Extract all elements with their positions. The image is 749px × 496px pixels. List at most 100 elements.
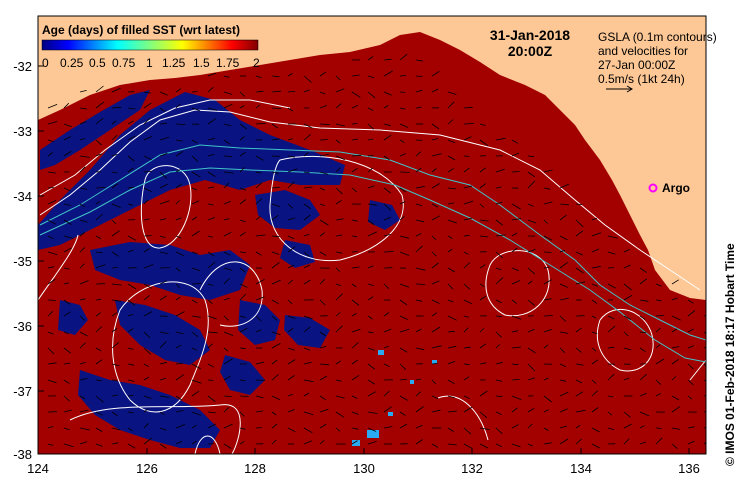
velocity-arrow <box>415 185 425 189</box>
velocity-arrow <box>47 347 55 355</box>
velocity-arrow <box>207 363 215 368</box>
velocity-arrow <box>127 411 134 414</box>
velocity-arrow <box>159 251 169 255</box>
velocity-arrow <box>607 235 618 239</box>
velocity-arrow <box>207 261 216 269</box>
velocity-arrow <box>383 283 390 289</box>
velocity-arrow <box>287 246 296 253</box>
velocity-arrow <box>79 107 88 110</box>
velocity-arrow <box>127 203 133 206</box>
velocity-arrow <box>399 139 405 144</box>
velocity-arrow <box>591 347 597 352</box>
velocity-arrow <box>399 201 406 205</box>
velocity-arrow <box>367 56 374 61</box>
velocity-arrow <box>223 347 229 352</box>
velocity-arrow <box>399 315 408 320</box>
velocity-arrow <box>655 283 662 287</box>
velocity-arrow <box>399 235 410 239</box>
velocity-arrow <box>319 153 330 157</box>
velocity-arrow <box>47 266 55 269</box>
velocity-arrow <box>415 233 422 237</box>
velocity-arrow <box>63 379 70 384</box>
velocity-arrow <box>239 167 245 173</box>
velocity-arrow <box>63 395 70 402</box>
velocity-arrow <box>271 262 280 269</box>
velocity-arrow <box>559 214 567 221</box>
velocity-arrow <box>623 438 630 445</box>
velocity-arrow <box>223 251 231 256</box>
velocity-arrow <box>511 232 518 237</box>
velocity-arrow <box>447 443 457 446</box>
velocity-arrow <box>63 311 71 317</box>
velocity-arrow <box>431 203 439 208</box>
velocity-arrow <box>639 441 647 445</box>
velocity-arrow <box>191 315 201 318</box>
velocity-arrow <box>463 123 474 125</box>
velocity-arrow <box>47 443 54 446</box>
velocity-arrow <box>703 427 706 429</box>
velocity-arrow <box>495 168 505 173</box>
velocity-arrow <box>63 443 74 448</box>
velocity-arrow <box>543 201 553 205</box>
velocity-arrow <box>223 155 232 158</box>
velocity-arrow <box>143 187 152 193</box>
velocity-arrow <box>207 186 215 189</box>
velocity-arrow <box>511 443 521 448</box>
velocity-arrow <box>415 283 426 285</box>
velocity-arrow <box>239 231 246 237</box>
velocity-arrow <box>367 75 375 79</box>
velocity-arrow <box>527 299 536 306</box>
velocity-arrow <box>367 441 377 445</box>
velocity-arrow <box>239 199 247 205</box>
velocity-arrow <box>415 89 423 93</box>
velocity-arrow <box>383 363 390 367</box>
velocity-arrow <box>303 347 311 351</box>
velocity-arrow <box>223 375 232 381</box>
velocity-arrow <box>271 315 278 321</box>
velocity-arrow <box>479 264 486 269</box>
velocity-arrow <box>95 264 106 269</box>
velocity-arrow <box>399 187 407 193</box>
velocity-arrow <box>479 328 485 333</box>
velocity-arrow <box>303 392 310 397</box>
velocity-arrow <box>639 331 646 334</box>
velocity-arrow <box>367 296 374 301</box>
velocity-arrow <box>319 203 325 206</box>
velocity-arrow <box>271 395 280 400</box>
velocity-arrow <box>175 296 181 301</box>
velocity-arrow <box>527 248 536 253</box>
velocity-arrow <box>191 347 197 351</box>
velocity-arrow <box>319 375 328 381</box>
velocity-arrow <box>591 331 598 335</box>
velocity-arrow <box>239 251 246 253</box>
velocity-arrow <box>191 299 198 304</box>
velocity-arrow <box>671 315 681 321</box>
velocity-arrow <box>287 427 296 433</box>
velocity-arrow <box>575 438 582 445</box>
velocity-arrow <box>703 379 706 382</box>
velocity-arrow <box>335 234 343 237</box>
velocity-arrow <box>607 325 616 333</box>
velocity-arrow <box>223 278 230 285</box>
velocity-arrow <box>559 391 569 397</box>
velocity-arrow <box>175 183 183 189</box>
velocity-arrow <box>207 137 215 141</box>
velocity-arrow <box>271 123 279 129</box>
velocity-arrow <box>287 235 295 240</box>
velocity-arrow <box>63 123 72 128</box>
velocity-arrow <box>143 423 149 429</box>
velocity-arrow <box>479 427 490 431</box>
velocity-arrow <box>495 299 502 304</box>
velocity-arrow <box>351 104 359 109</box>
velocity-arrow <box>367 347 375 351</box>
velocity-arrow <box>415 151 422 157</box>
velocity-arrow <box>95 213 103 221</box>
velocity-arrow <box>527 347 536 354</box>
velocity-arrow <box>127 443 136 449</box>
velocity-arrow <box>175 235 182 239</box>
velocity-arrow <box>335 167 341 173</box>
velocity-arrow <box>463 200 474 205</box>
velocity-arrow <box>415 267 426 271</box>
velocity-arrow <box>495 395 503 397</box>
